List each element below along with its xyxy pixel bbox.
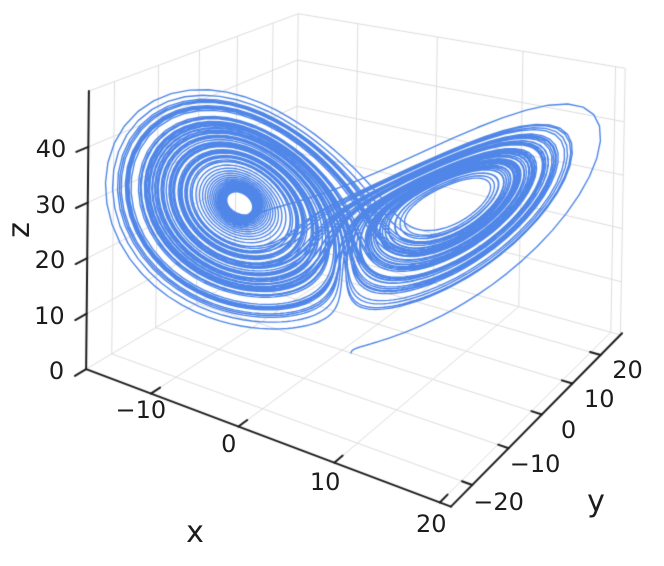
z-axis-tick-label: 0 (48, 357, 65, 386)
y-axis-tick-label: 10 (583, 384, 615, 413)
z-axis-tick-label: 20 (34, 246, 66, 275)
z-axis-tick-label: 30 (35, 190, 66, 219)
y-axis-label: y (587, 484, 605, 519)
x-axis-tick-label: 20 (415, 509, 447, 538)
y-axis-tick-label: 0 (560, 416, 577, 445)
y-axis-tick-label: 20 (612, 355, 643, 384)
x-axis-tick-label: 0 (221, 430, 237, 459)
y-axis-tick-label: −20 (473, 487, 524, 516)
y-axis-tick-label: −10 (509, 450, 561, 479)
x-axis-label: x (186, 515, 204, 550)
z-axis-tick-label: 40 (35, 134, 67, 163)
z-axis-label: z (2, 222, 37, 238)
x-axis-tick-label: −10 (115, 395, 167, 424)
z-axis-tick-label: 10 (34, 301, 65, 330)
x-axis-tick-label: 10 (309, 468, 341, 497)
